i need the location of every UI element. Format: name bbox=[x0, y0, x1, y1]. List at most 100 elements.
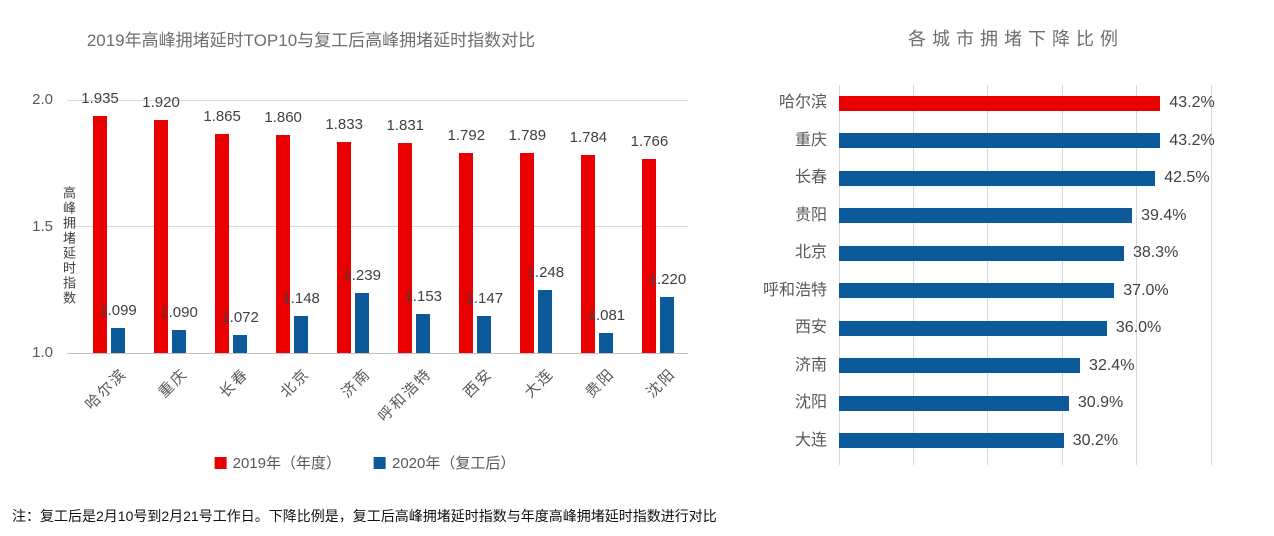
x-category-label: 北京 bbox=[277, 365, 314, 402]
hbar-value-label: 37.0% bbox=[1123, 281, 1169, 299]
legend-item-2020: 2020年（复工后） bbox=[374, 452, 515, 473]
x-category-label: 沈阳 bbox=[643, 365, 680, 402]
bar-2019 bbox=[154, 120, 169, 353]
left-chart-legend: 2019年（年度） 2020年（复工后） bbox=[214, 452, 515, 473]
horizontal-bar-plot-area: 哈尔滨 43.2% 重庆 43.2% 长春 42.5% 贵阳 39.4% 北京 38.3% 呼和浩特… bbox=[763, 85, 1215, 465]
legend-swatch-red bbox=[214, 456, 227, 469]
hbar-category-label: 重庆 bbox=[794, 131, 827, 149]
hbar-category-label: 长春 bbox=[794, 169, 827, 186]
hbar-category-label: 济南 bbox=[794, 356, 827, 374]
x-category-label: 西安 bbox=[460, 365, 497, 402]
bar-value-label-2019: 1.833 bbox=[325, 116, 363, 134]
bar-2020 bbox=[355, 292, 370, 353]
y-tick-label: 2.0 bbox=[32, 91, 53, 108]
right-chart-title: 各城市拥堵下降比例 bbox=[908, 29, 1124, 49]
hbar bbox=[839, 95, 1161, 111]
bar-value-label-2020: 1.148 bbox=[282, 289, 320, 307]
hbar-value-label: 38.3% bbox=[1132, 244, 1179, 261]
bar-2019 bbox=[337, 142, 352, 353]
bar-value-label-2019: 1.766 bbox=[630, 133, 669, 151]
x-category-label: 贵阳 bbox=[582, 365, 619, 402]
bar-2019 bbox=[215, 134, 230, 353]
bar-2019 bbox=[642, 159, 657, 353]
bar-value-label-2019: 1.789 bbox=[508, 127, 547, 145]
bar-2020 bbox=[599, 332, 614, 353]
bar-2019 bbox=[93, 116, 107, 353]
gridline bbox=[987, 85, 989, 465]
hbar bbox=[839, 170, 1156, 186]
hbar-category-label: 西安 bbox=[794, 319, 827, 336]
hbar bbox=[839, 320, 1107, 336]
bar-value-label-2020: 1.072 bbox=[221, 308, 259, 326]
bar-value-label-2019: 1.865 bbox=[203, 108, 241, 126]
x-category-label: 重庆 bbox=[155, 365, 192, 402]
bar-2020 bbox=[416, 314, 431, 353]
bar-value-label-2019: 1.935 bbox=[81, 90, 119, 108]
hbar-value-label: 43.2% bbox=[1169, 94, 1215, 111]
gridline bbox=[67, 226, 688, 227]
legend-label-2019: 2019年（年度） bbox=[232, 455, 341, 472]
hbar bbox=[839, 245, 1124, 261]
bar-2019 bbox=[520, 153, 535, 353]
gridline bbox=[912, 85, 914, 465]
bar-value-label-2020: 1.153 bbox=[404, 288, 443, 306]
x-category-label: 长春 bbox=[216, 365, 253, 402]
hbar bbox=[839, 133, 1161, 148]
gridline bbox=[1061, 85, 1063, 465]
bar-2020 bbox=[477, 315, 492, 353]
legend-item-2019: 2019年（年度） bbox=[214, 452, 341, 473]
hbar bbox=[839, 208, 1133, 223]
hbar bbox=[839, 283, 1115, 298]
bar-value-label-2019: 1.831 bbox=[386, 116, 425, 134]
y-axis-title: 高峰拥堵延时指数 bbox=[61, 186, 76, 306]
gridline bbox=[838, 85, 840, 465]
hbar-category-label: 呼和浩特 bbox=[762, 281, 827, 299]
hbar bbox=[839, 395, 1069, 411]
hbar bbox=[839, 433, 1064, 448]
bar-2020 bbox=[111, 327, 125, 353]
bar-2020 bbox=[294, 315, 309, 353]
hbar-category-label: 贵阳 bbox=[794, 206, 827, 224]
hbar-category-label: 北京 bbox=[794, 244, 827, 261]
gridline bbox=[67, 99, 688, 101]
gridline bbox=[1210, 85, 1212, 465]
bar-value-label-2020: 1.147 bbox=[465, 289, 504, 307]
bar-2019 bbox=[459, 152, 474, 353]
bar-value-label-2019: 1.920 bbox=[142, 94, 180, 112]
hbar-category-label: 大连 bbox=[794, 431, 827, 449]
hbar-value-label: 39.4% bbox=[1141, 206, 1187, 224]
hbar-value-label: 42.5% bbox=[1164, 169, 1210, 186]
grouped-bar-plot-area: 2.0 1.5 1.0 高峰拥堵延时指数 1.935 1.099 哈尔滨 1.920 1.090… bbox=[32, 91, 688, 425]
bar-value-label-2019: 1.784 bbox=[569, 128, 608, 146]
hbar bbox=[839, 358, 1081, 373]
x-category-label: 大连 bbox=[521, 365, 558, 402]
bar-value-label-2020: 1.099 bbox=[99, 301, 137, 319]
bar-2020 bbox=[660, 297, 675, 353]
bar-value-label-2020: 1.090 bbox=[160, 304, 198, 322]
bar-2019 bbox=[276, 135, 291, 353]
legend-swatch-blue bbox=[374, 456, 386, 469]
bar-2020 bbox=[538, 290, 553, 353]
bar-2020 bbox=[172, 330, 187, 353]
left-chart-title: 2019年高峰拥堵延时TOP10与复工后高峰拥堵延时指数对比 bbox=[86, 31, 536, 50]
gridline bbox=[67, 352, 688, 354]
bar-2019 bbox=[398, 142, 413, 353]
bar-value-label-2019: 1.792 bbox=[447, 126, 486, 144]
bar-value-label-2020: 1.239 bbox=[343, 266, 381, 284]
bar-2019 bbox=[581, 154, 596, 353]
hbar-value-label: 30.2% bbox=[1072, 431, 1119, 449]
y-tick-label: 1.5 bbox=[32, 217, 53, 235]
hbar-category-label: 沈阳 bbox=[794, 394, 827, 411]
bar-value-label-2020: 1.220 bbox=[648, 271, 687, 289]
y-tick-label: 1.0 bbox=[32, 344, 53, 361]
x-category-label: 济南 bbox=[338, 365, 375, 402]
bar-value-label-2020: 1.081 bbox=[587, 306, 626, 324]
footnote: 注：复工后是2月10号到2月21号工作日。下降比例是，复工后高峰拥堵延时指数与年… bbox=[12, 508, 717, 524]
hbar-value-label: 43.2% bbox=[1169, 131, 1215, 149]
hbar-value-label: 32.4% bbox=[1089, 356, 1135, 374]
bar-value-label-2020: 1.248 bbox=[526, 264, 565, 282]
hbar-value-label: 36.0% bbox=[1115, 319, 1162, 336]
hbar-value-label: 30.9% bbox=[1077, 394, 1124, 411]
x-category-label: 哈尔滨 bbox=[82, 365, 131, 414]
